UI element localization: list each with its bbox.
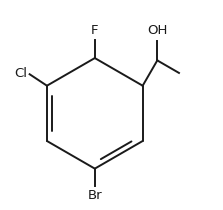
Text: Cl: Cl bbox=[14, 67, 27, 80]
Text: Br: Br bbox=[87, 189, 102, 202]
Text: F: F bbox=[91, 24, 99, 37]
Text: OH: OH bbox=[147, 24, 167, 37]
